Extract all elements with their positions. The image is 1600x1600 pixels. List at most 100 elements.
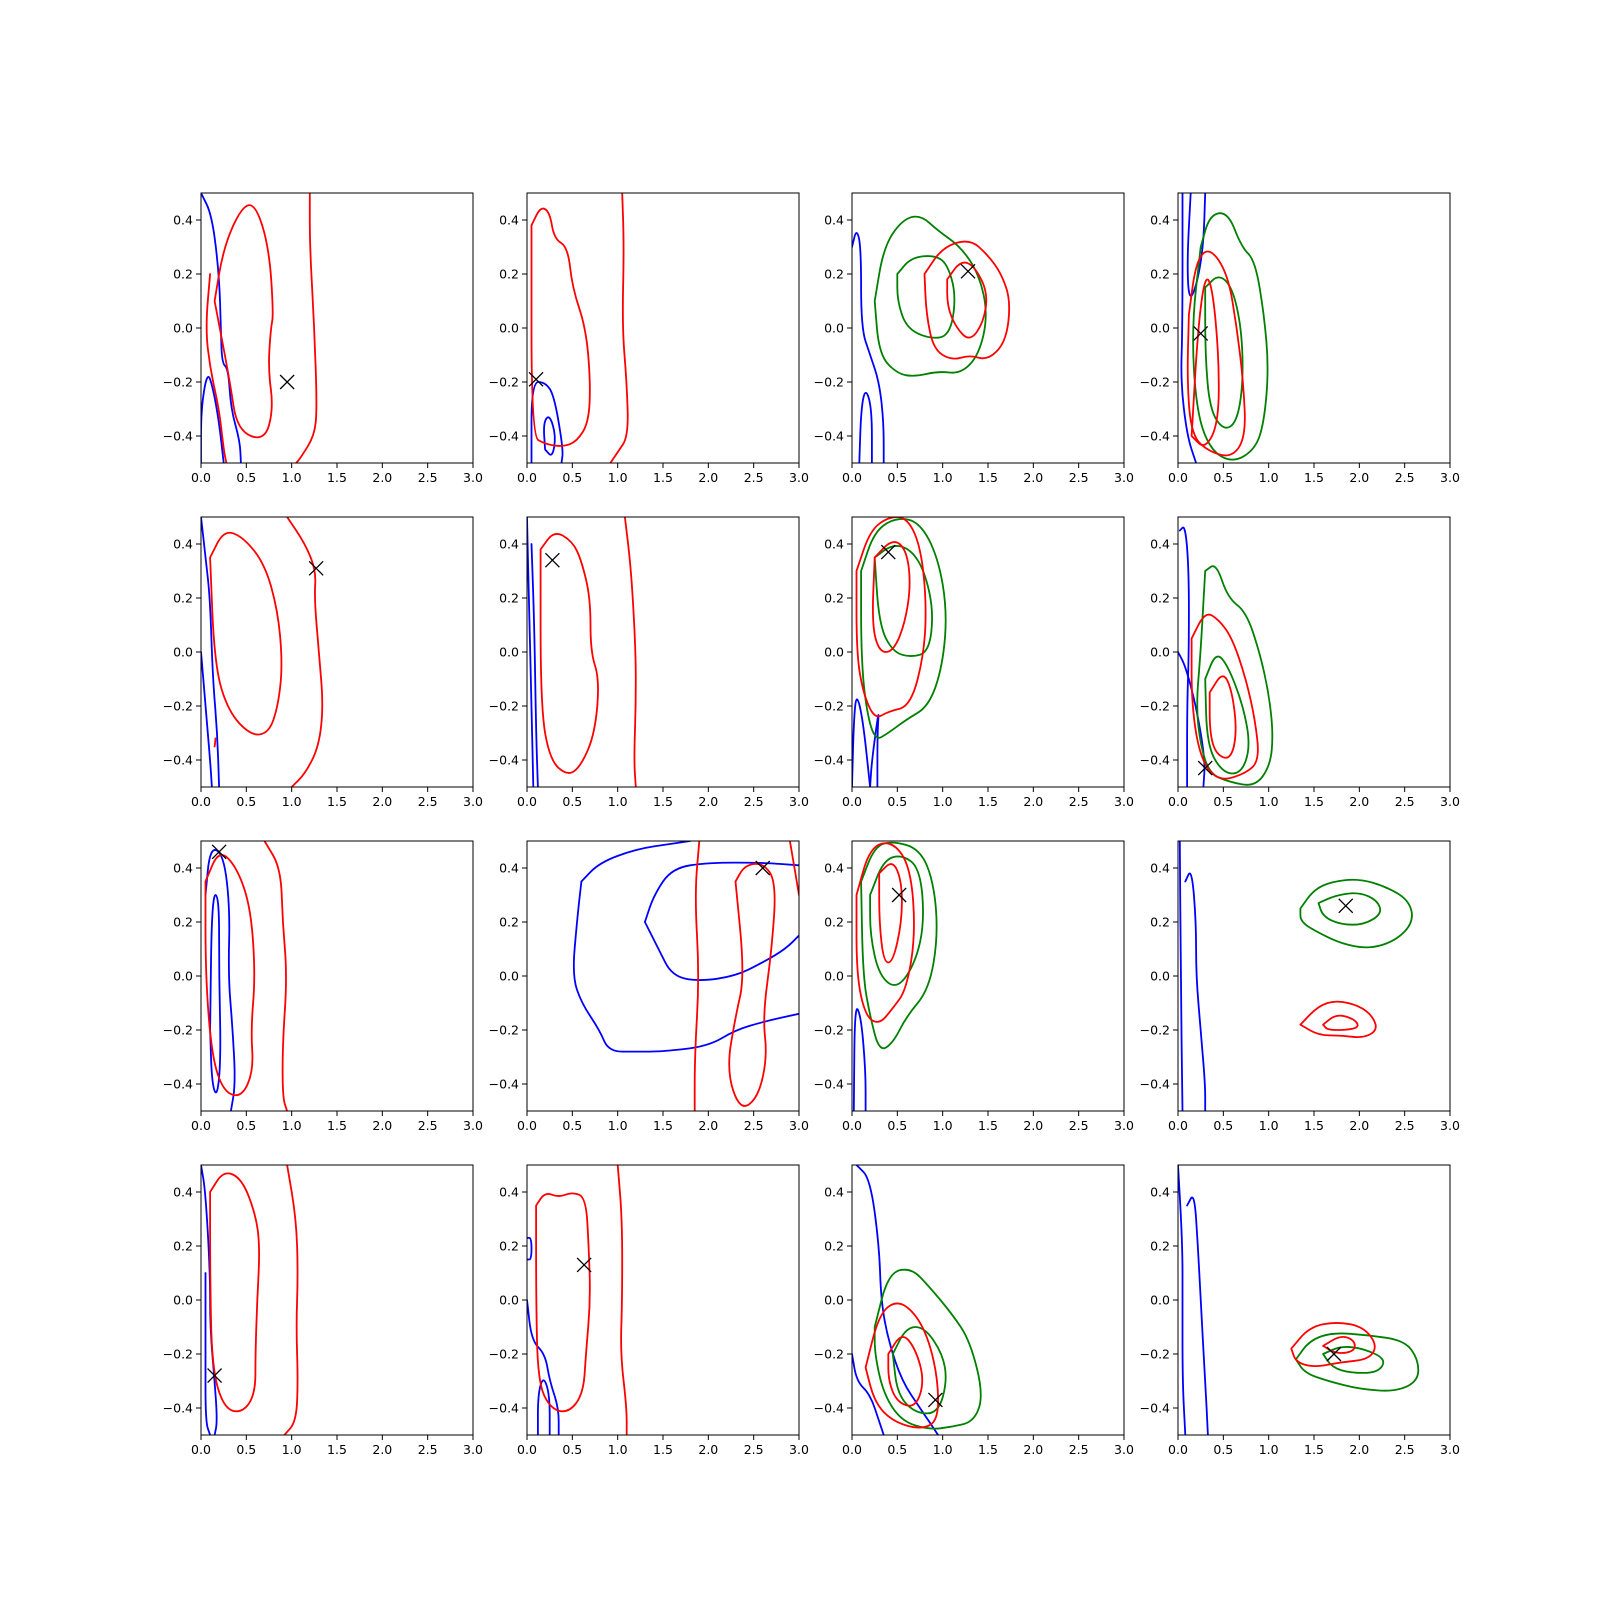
subplot-r0-c2: 0.0 0.5 1.0 1.5 2.0 2.5 3.0 −0.4 −0.2 0.0 0.2 0.4 <box>814 192 1134 485</box>
blue-contour-1 <box>869 714 880 787</box>
x-tick-label: 2.0 <box>1349 1442 1369 1457</box>
x-tick-label: 3.0 <box>1440 470 1460 485</box>
y-tick-label: 0.4 <box>824 861 844 876</box>
x-tick-label: 1.0 <box>608 1442 628 1457</box>
x-tick-label: 1.5 <box>978 470 998 485</box>
x-tick-label: 2.0 <box>1023 470 1043 485</box>
y-tick-label: 0.4 <box>824 1185 844 1200</box>
x-tick-label: 0.5 <box>1213 1118 1233 1133</box>
contour-group <box>201 1165 299 1435</box>
x-tick-label: 0.0 <box>842 1442 862 1457</box>
marker-stroke <box>528 371 544 387</box>
y-tick-label: 0.2 <box>173 267 193 282</box>
marker-x <box>211 844 227 860</box>
x-tick-label: 1.0 <box>933 470 953 485</box>
red-contour-6 <box>789 841 799 896</box>
y-tick-label: 0.0 <box>824 1293 844 1308</box>
contour-group <box>530 193 629 463</box>
x-tick-label: 2.5 <box>744 794 764 809</box>
y-tick-label: −0.2 <box>489 1023 519 1038</box>
y-tick-label: 0.0 <box>499 969 519 984</box>
x-tick-label: 1.5 <box>1304 1442 1324 1457</box>
marker-stroke <box>1197 760 1213 776</box>
y-tick-label: 0.0 <box>824 969 844 984</box>
red-contour-3 <box>295 193 318 463</box>
y-tick-label: 0.0 <box>173 1293 193 1308</box>
x-tick-label: 3.0 <box>789 794 809 809</box>
x-tick-label: 0.0 <box>1168 470 1188 485</box>
x-tick-label: 3.0 <box>1114 1442 1134 1457</box>
y-tick-label: 0.0 <box>824 645 844 660</box>
x-tick-label: 0.0 <box>517 794 537 809</box>
marker-x <box>1338 898 1354 914</box>
x-tick-label: 1.0 <box>282 1442 302 1457</box>
red-contour-4 <box>213 737 217 748</box>
contour-group <box>527 517 637 787</box>
marker-x <box>279 374 295 390</box>
y-tick-label: 0.2 <box>824 915 844 930</box>
x-tick-label: 3.0 <box>789 470 809 485</box>
red-contour-4 <box>1290 1322 1376 1368</box>
blue-contour-1 <box>852 1353 885 1435</box>
red-contour-5 <box>1322 1014 1359 1031</box>
x-tick-label: 0.0 <box>191 1442 211 1457</box>
red-contour-3 <box>286 517 324 787</box>
y-tick-label: −0.4 <box>814 1401 844 1416</box>
x-tick-label: 2.0 <box>372 794 392 809</box>
contour-group <box>1180 193 1269 463</box>
y-tick-label: 0.4 <box>173 1185 193 1200</box>
y-tick-label: 0.2 <box>173 1239 193 1254</box>
x-tick-label: 2.0 <box>1349 794 1369 809</box>
blue-contour-1 <box>201 651 213 787</box>
axes-frame <box>1177 840 1451 1112</box>
y-tick-label: 0.2 <box>1150 591 1170 606</box>
marker-x <box>891 887 907 903</box>
y-tick-label: −0.2 <box>814 699 844 714</box>
green-contour-3 <box>1204 276 1244 429</box>
y-tick-label: 0.0 <box>1150 1293 1170 1308</box>
y-tick-label: −0.4 <box>489 429 519 444</box>
blue-contour-0 <box>1178 841 1184 1111</box>
x-tick-label: 2.5 <box>418 470 438 485</box>
blue-contour-0 <box>1178 526 1190 787</box>
red-contour-5 <box>887 1336 924 1407</box>
x-tick-label: 1.0 <box>608 470 628 485</box>
x-tick-label: 2.5 <box>418 794 438 809</box>
x-tick-label: 2.0 <box>1349 1118 1369 1133</box>
y-tick-label: 0.0 <box>173 969 193 984</box>
x-tick-label: 1.0 <box>282 794 302 809</box>
x-tick-label: 2.0 <box>698 1118 718 1133</box>
y-tick-label: 0.4 <box>499 213 519 228</box>
x-tick-label: 1.5 <box>653 794 673 809</box>
blue-contour-1 <box>527 1299 560 1435</box>
subplot-r2-c0: 0.0 0.5 1.0 1.5 2.0 2.5 3.0 −0.4 −0.2 0.0 0.2 0.4 <box>163 840 483 1133</box>
y-tick-label: 0.0 <box>499 1293 519 1308</box>
blue-contour-1 <box>530 543 539 787</box>
blue-contour-0 <box>852 1008 867 1111</box>
red-contour-2 <box>539 533 599 774</box>
y-tick-label: −0.2 <box>1140 1023 1170 1038</box>
y-tick-label: 0.2 <box>499 591 519 606</box>
x-tick-label: 2.5 <box>1069 1442 1089 1457</box>
x-tick-label: 2.0 <box>1023 794 1043 809</box>
y-tick-label: 0.2 <box>499 1239 519 1254</box>
red-contour-3 <box>624 517 637 787</box>
y-tick-label: −0.2 <box>1140 1347 1170 1362</box>
axes-frame <box>526 516 800 788</box>
x-tick-label: 1.0 <box>1259 794 1279 809</box>
x-tick-label: 1.5 <box>978 1118 998 1133</box>
red-contour-2 <box>209 531 283 736</box>
green-contour-3 <box>873 545 933 657</box>
y-tick-label: 0.4 <box>1150 213 1170 228</box>
blue-contour-1 <box>543 416 556 456</box>
y-tick-label: 0.4 <box>1150 537 1170 552</box>
x-tick-label: 2.5 <box>1395 794 1415 809</box>
x-tick-label: 3.0 <box>1440 794 1460 809</box>
red-contour-4 <box>205 273 228 463</box>
red-contour-4 <box>923 240 1011 360</box>
y-tick-label: 0.0 <box>824 321 844 336</box>
y-tick-label: 0.4 <box>173 213 193 228</box>
y-tick-label: −0.4 <box>814 1077 844 1092</box>
x-tick-label: 1.0 <box>1259 1442 1279 1457</box>
